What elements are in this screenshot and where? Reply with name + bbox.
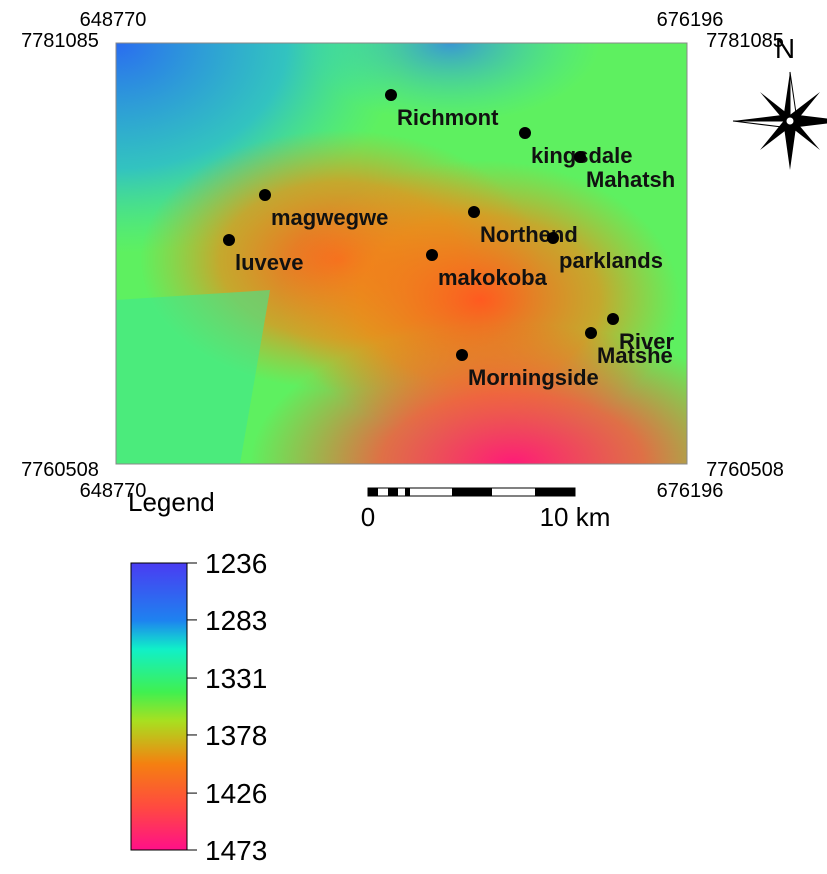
y-min-label: 7760508 <box>21 459 99 481</box>
color-bar-tick-label: 1331 <box>205 663 267 694</box>
place-marker <box>574 151 586 163</box>
place-label: Richmont <box>397 105 499 130</box>
place-marker <box>585 327 597 339</box>
place-marker <box>519 127 531 139</box>
x-min-label: 648770 <box>80 9 147 31</box>
place-label: Morningside <box>468 365 599 390</box>
place-marker <box>259 189 271 201</box>
place-marker <box>223 234 235 246</box>
place-label: magwegwe <box>271 205 388 230</box>
color-bar-tick-label: 1236 <box>205 548 267 579</box>
color-bar-tick-label: 1283 <box>205 605 267 636</box>
place-label: makokoba <box>438 265 548 290</box>
place-label: Mahatsh <box>586 167 675 192</box>
x-max-label: 676196 <box>657 9 724 31</box>
scale-label: 0 <box>361 502 375 532</box>
place-marker <box>607 313 619 325</box>
y-max-label: 7781085 <box>21 30 99 52</box>
color-bar-tick-label: 1378 <box>205 720 267 751</box>
place-marker <box>547 232 559 244</box>
color-bar-ticks: 1236 1283 1331 1378 1426 1473 <box>187 548 267 866</box>
color-bar <box>131 563 187 850</box>
place-label: Northend <box>480 222 578 247</box>
x-max-label: 676196 <box>657 480 724 502</box>
color-bar-tick-label: 1473 <box>205 835 267 866</box>
y-min-label: 7760508 <box>706 459 784 481</box>
place-label: Matshe <box>597 343 673 368</box>
scale-label: 10 km <box>540 502 611 532</box>
scale-bar: 0 10 km <box>361 488 611 532</box>
north-arrow: N <box>733 33 827 170</box>
north-label: N <box>775 33 795 64</box>
place-marker <box>426 249 438 261</box>
place-label: luveve <box>235 250 304 275</box>
y-max-label: 7781085 <box>706 30 784 52</box>
legend-title: Legend <box>128 487 215 517</box>
place-marker <box>385 89 397 101</box>
place-marker <box>456 349 468 361</box>
place-marker <box>468 206 480 218</box>
map-page: 648770 7781085 676196 7781085 7760508 64… <box>0 0 827 869</box>
place-label: parklands <box>559 248 663 273</box>
color-bar-tick-label: 1426 <box>205 778 267 809</box>
